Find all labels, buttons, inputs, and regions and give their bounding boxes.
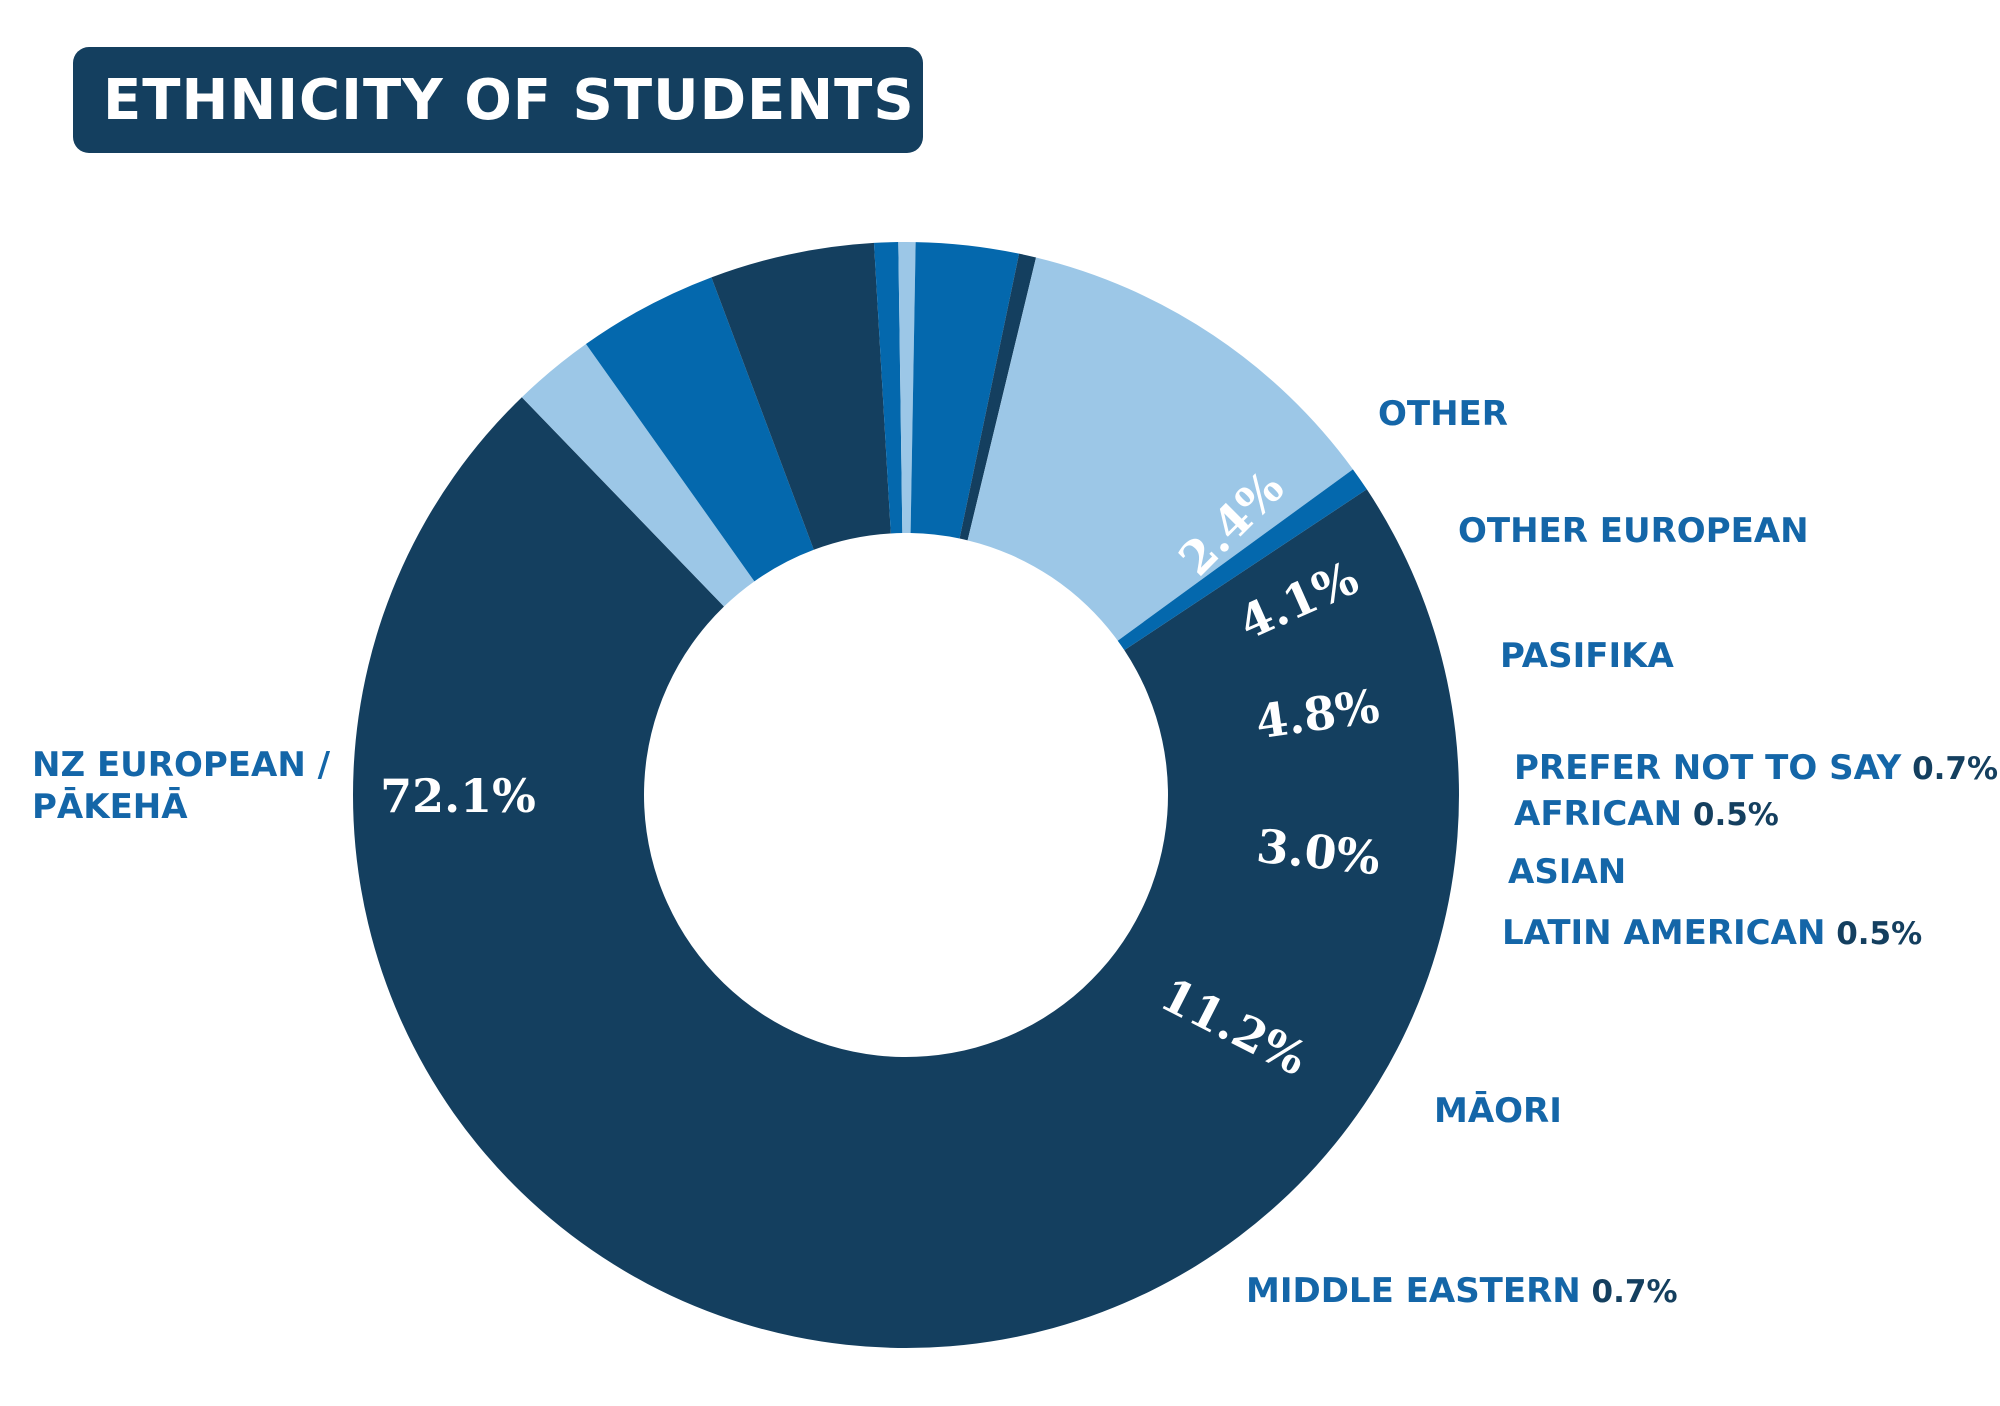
category-label-pasifika: PASIFIKA bbox=[1500, 636, 1674, 676]
slice-latin-american bbox=[959, 253, 1037, 541]
slice-asian bbox=[910, 242, 1020, 539]
slice-middle-eastern bbox=[1117, 469, 1367, 651]
category-label-african: AFRICAN 0.5% bbox=[1514, 794, 1779, 834]
slice-prefer-not-to-say bbox=[873, 242, 903, 534]
category-label-prefer-not-to-say: PREFER NOT TO SAY 0.7% bbox=[1514, 748, 1998, 788]
slice-pasifika bbox=[711, 242, 891, 550]
slice-other-european bbox=[585, 277, 814, 582]
chart-title: ETHNICITY OF STUDENTS bbox=[103, 67, 915, 133]
category-label-other: OTHER bbox=[1378, 394, 1508, 434]
slice-african bbox=[898, 242, 916, 534]
category-value-prefer-not-to-say: 0.7% bbox=[1901, 751, 1998, 787]
category-value-latin-american: 0.5% bbox=[1825, 916, 1922, 952]
slice-other bbox=[521, 344, 755, 607]
category-label-other-european: OTHER EUROPEAN bbox=[1458, 511, 1809, 551]
chart-title-box: ETHNICITY OF STUDENTS bbox=[73, 47, 923, 153]
category-value-african: 0.5% bbox=[1682, 797, 1779, 833]
slice-value-nz-european-pakeha: 72.1% bbox=[380, 769, 536, 823]
category-value-middle-eastern: 0.7% bbox=[1581, 1274, 1678, 1310]
slice-value-asian: 3.0% bbox=[1254, 819, 1383, 886]
category-label-asian: ASIAN bbox=[1508, 852, 1626, 892]
category-label-maori: MĀORI bbox=[1434, 1091, 1562, 1131]
slice-nz-european-pakeha bbox=[353, 397, 1460, 1349]
category-label-latin-american: LATIN AMERICAN 0.5% bbox=[1502, 913, 1922, 953]
slice-maori bbox=[967, 257, 1353, 641]
category-label-nz-european-pakeha: NZ EUROPEAN / PĀKEHĀ bbox=[32, 745, 331, 827]
category-label-middle-eastern: MIDDLE EASTERN 0.7% bbox=[1246, 1271, 1678, 1311]
